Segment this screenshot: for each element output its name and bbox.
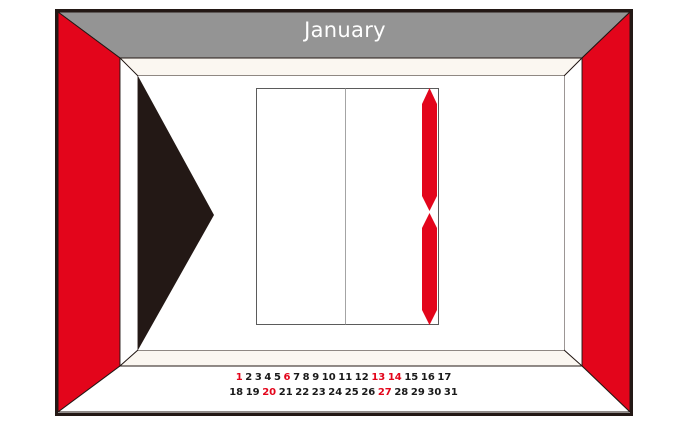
date-cell[interactable]: 24	[328, 387, 343, 398]
inner-bevel-left	[119, 56, 139, 368]
date-cell[interactable]: 28	[394, 387, 409, 398]
date-cell[interactable]: 14	[387, 372, 402, 383]
inner-bevel-top	[118, 57, 584, 77]
date-cell[interactable]: 12	[354, 372, 369, 383]
date-cell[interactable]: 7	[293, 372, 301, 383]
date-cell[interactable]: 1	[235, 372, 243, 383]
date-cell[interactable]: 8	[302, 372, 310, 383]
date-cell[interactable]: 16	[420, 372, 435, 383]
date-cell[interactable]: 18	[229, 387, 244, 398]
date-cell[interactable]: 29	[410, 387, 425, 398]
document-rectangle	[256, 88, 439, 325]
date-cell[interactable]: 20	[262, 387, 277, 398]
frame-right-bevel	[581, 10, 631, 414]
date-cell[interactable]: 22	[295, 387, 310, 398]
date-row-first-half: 1 2 3 4 5 6 7 8 9 10 11 12 13 14 15 16 17	[234, 371, 452, 385]
red-ribbon-upper	[422, 88, 437, 211]
date-cell[interactable]: 11	[338, 372, 353, 383]
inner-bevel-bottom	[118, 349, 584, 367]
date-cell[interactable]: 17	[437, 372, 452, 383]
date-row-second-half: 18 19 20 21 22 23 24 25 26 27 28 29 30 31	[228, 386, 459, 400]
frame-top-bevel	[56, 11, 632, 59]
date-cell[interactable]: 9	[312, 372, 320, 383]
date-cell[interactable]: 26	[361, 387, 376, 398]
date-number-strip: 1 2 3 4 5 6 7 8 9 10 11 12 13 14 15 16 17 18 19 20 21 22 23 24…	[55, 371, 632, 407]
inner-bevel-right	[563, 56, 583, 368]
date-cell[interactable]: 19	[245, 387, 260, 398]
date-cell[interactable]: 5	[273, 372, 281, 383]
date-cell[interactable]: 25	[344, 387, 359, 398]
date-cell[interactable]: 13	[371, 372, 386, 383]
red-ribbon-lower	[422, 213, 437, 325]
black-arrow-triangle	[138, 76, 214, 350]
date-cell[interactable]: 23	[311, 387, 326, 398]
date-cell[interactable]: 27	[377, 387, 392, 398]
date-cell[interactable]: 2	[245, 372, 253, 383]
date-cell[interactable]: 6	[283, 372, 291, 383]
date-cell[interactable]: 4	[264, 372, 272, 383]
date-cell[interactable]: 15	[404, 372, 419, 383]
date-cell[interactable]: 21	[278, 387, 293, 398]
date-cell[interactable]: 10	[321, 372, 336, 383]
date-cell[interactable]: 3	[254, 372, 262, 383]
date-cell[interactable]: 30	[427, 387, 442, 398]
date-cell[interactable]: 31	[443, 387, 458, 398]
frame-left-bevel	[57, 11, 121, 413]
